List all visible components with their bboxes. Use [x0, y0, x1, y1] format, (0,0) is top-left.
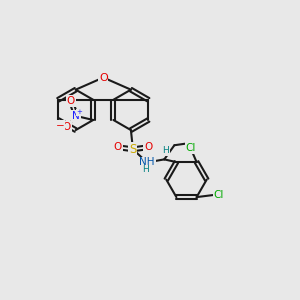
Text: O: O: [99, 73, 108, 82]
Text: Cl: Cl: [185, 143, 196, 153]
Text: +: +: [76, 110, 82, 116]
Text: S: S: [129, 143, 137, 156]
Text: H: H: [162, 146, 169, 155]
Text: Cl: Cl: [214, 190, 224, 200]
Text: NH: NH: [139, 158, 155, 167]
Text: O: O: [67, 96, 75, 106]
Text: H: H: [142, 165, 149, 174]
Text: −: −: [56, 121, 65, 130]
Text: O: O: [63, 122, 71, 132]
Text: O: O: [114, 142, 122, 152]
Text: O: O: [144, 142, 152, 152]
Text: N: N: [72, 111, 80, 121]
